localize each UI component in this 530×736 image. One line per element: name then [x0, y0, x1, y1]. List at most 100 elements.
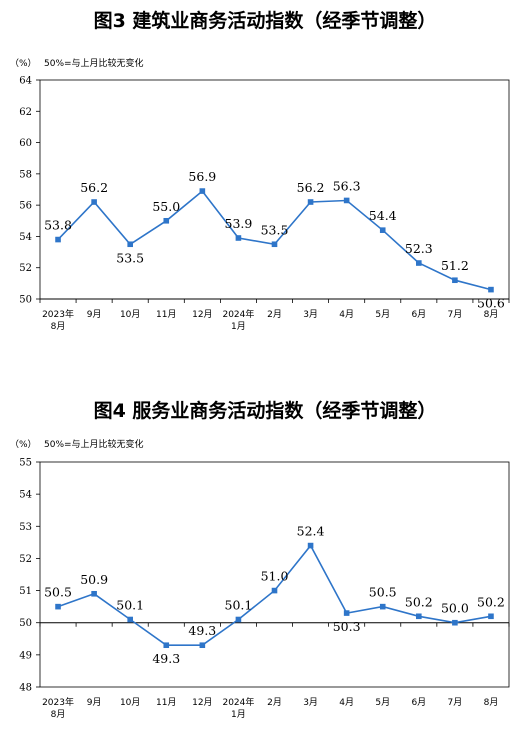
data-label: 50.3: [333, 619, 361, 634]
x-tick-label: 3月: [303, 309, 318, 320]
data-label: 50.1: [225, 598, 253, 613]
data-label: 52.3: [405, 241, 433, 256]
x-tick-label: 10月: [120, 309, 140, 320]
data-label: 50.2: [405, 594, 433, 609]
data-point: [91, 199, 97, 205]
data-point: [379, 603, 386, 610]
x-tick-label: 4月: [339, 309, 354, 320]
y-tick-label: 64: [19, 76, 32, 87]
data-point: [199, 642, 206, 649]
data-point: [343, 197, 350, 204]
data-point: [127, 616, 133, 623]
data-point: [488, 286, 494, 293]
data-label: 53.5: [116, 250, 144, 265]
data-label: 53.5: [261, 222, 289, 237]
x-tick-label: 8月: [484, 309, 499, 320]
x-tick-label: 2月: [267, 309, 282, 320]
plot-frame: [39, 461, 510, 688]
x-tick-label: 2024年: [222, 696, 254, 708]
y-tick-label: 54: [19, 490, 32, 501]
y-tick-label: 55: [19, 458, 32, 469]
x-tick-label: 11月: [156, 309, 176, 320]
data-point: [416, 260, 422, 266]
data-label: 50.9: [80, 572, 108, 587]
y-tick-label: 51: [19, 586, 32, 597]
data-label: 53.8: [44, 218, 72, 233]
x-tick-label: 2月: [267, 697, 282, 708]
data-label: 52.4: [297, 524, 325, 539]
data-label: 54.4: [369, 208, 397, 223]
x-tick-label: 9月: [87, 697, 102, 708]
data-point: [452, 277, 458, 284]
chart-title: 图4 服务业商务活动指数（经季节调整）: [94, 399, 437, 422]
y-tick-label: 62: [19, 107, 32, 118]
x-tick-label: 5月: [375, 309, 390, 320]
x-tick-label: 7月: [448, 697, 463, 708]
y-tick-label: 60: [19, 138, 32, 149]
data-label: 55.0: [152, 199, 180, 214]
data-point: [307, 542, 314, 549]
data-label: 50.0: [441, 601, 469, 616]
data-label: 56.3: [333, 178, 361, 193]
x-tick-label: 6月: [411, 309, 426, 320]
x-tick-label: 4月: [339, 697, 354, 708]
x-tick-label: 11月: [156, 697, 176, 708]
x-tick-label: 9月: [87, 309, 102, 320]
data-label: 50.5: [44, 585, 72, 600]
data-point: [91, 590, 97, 597]
data-point: [55, 603, 61, 610]
x-tick-label: 8月: [51, 709, 66, 720]
data-point: [379, 227, 386, 233]
data-point: [235, 235, 242, 241]
y-tick-label: 48: [19, 683, 32, 694]
data-point: [488, 613, 494, 620]
y-tick-label: 53: [19, 522, 32, 533]
x-tick-label: 12月: [192, 697, 212, 708]
y-unit-label: （%）: [10, 439, 37, 450]
x-tick-label: 6月: [411, 697, 426, 708]
data-label: 49.3: [152, 651, 180, 666]
data-label: 50.1: [116, 598, 144, 613]
data-label: 51.0: [261, 569, 289, 584]
x-tick-label: 8月: [484, 697, 499, 708]
y-unit-label: （%）: [10, 58, 37, 69]
data-point: [343, 610, 350, 616]
y-tick-label: 58: [19, 169, 32, 180]
data-label: 51.2: [441, 258, 469, 273]
chart-note: 50%=与上月比较无变化: [44, 57, 144, 69]
x-tick-label: 5月: [375, 697, 390, 708]
data-label: 50.6: [477, 296, 505, 311]
data-label: 53.9: [225, 216, 253, 231]
plot-frame: [39, 79, 510, 300]
data-label: 49.3: [188, 623, 216, 638]
x-tick-label: 1月: [231, 709, 246, 720]
data-label: 56.9: [188, 169, 216, 184]
x-tick-label: 8月: [51, 321, 66, 332]
data-point: [235, 616, 242, 623]
x-tick-label: 3月: [303, 697, 318, 708]
data-point: [127, 241, 133, 248]
y-tick-label: 54: [19, 232, 32, 243]
data-point: [199, 188, 206, 194]
data-label: 56.2: [297, 180, 325, 195]
data-point: [452, 619, 458, 626]
data-point: [307, 199, 314, 205]
chart-note: 50%=与上月比较无变化: [44, 438, 144, 450]
y-tick-label: 56: [19, 201, 32, 212]
x-tick-label: 10月: [120, 697, 140, 708]
data-point: [271, 587, 278, 594]
x-tick-label: 12月: [192, 309, 212, 320]
y-tick-label: 52: [19, 554, 32, 565]
data-label: 50.2: [477, 594, 505, 609]
chart-title: 图3 建筑业商务活动指数（经季节调整）: [94, 9, 437, 32]
data-label: 56.2: [80, 180, 108, 195]
x-tick-label: 2024年: [222, 308, 254, 320]
y-tick-label: 50: [19, 618, 32, 629]
data-point: [416, 613, 422, 620]
data-point: [163, 217, 170, 224]
data-point: [163, 642, 170, 649]
x-tick-label: 7月: [448, 309, 463, 320]
x-tick-label: 2023年: [42, 308, 74, 320]
data-point: [55, 236, 61, 243]
